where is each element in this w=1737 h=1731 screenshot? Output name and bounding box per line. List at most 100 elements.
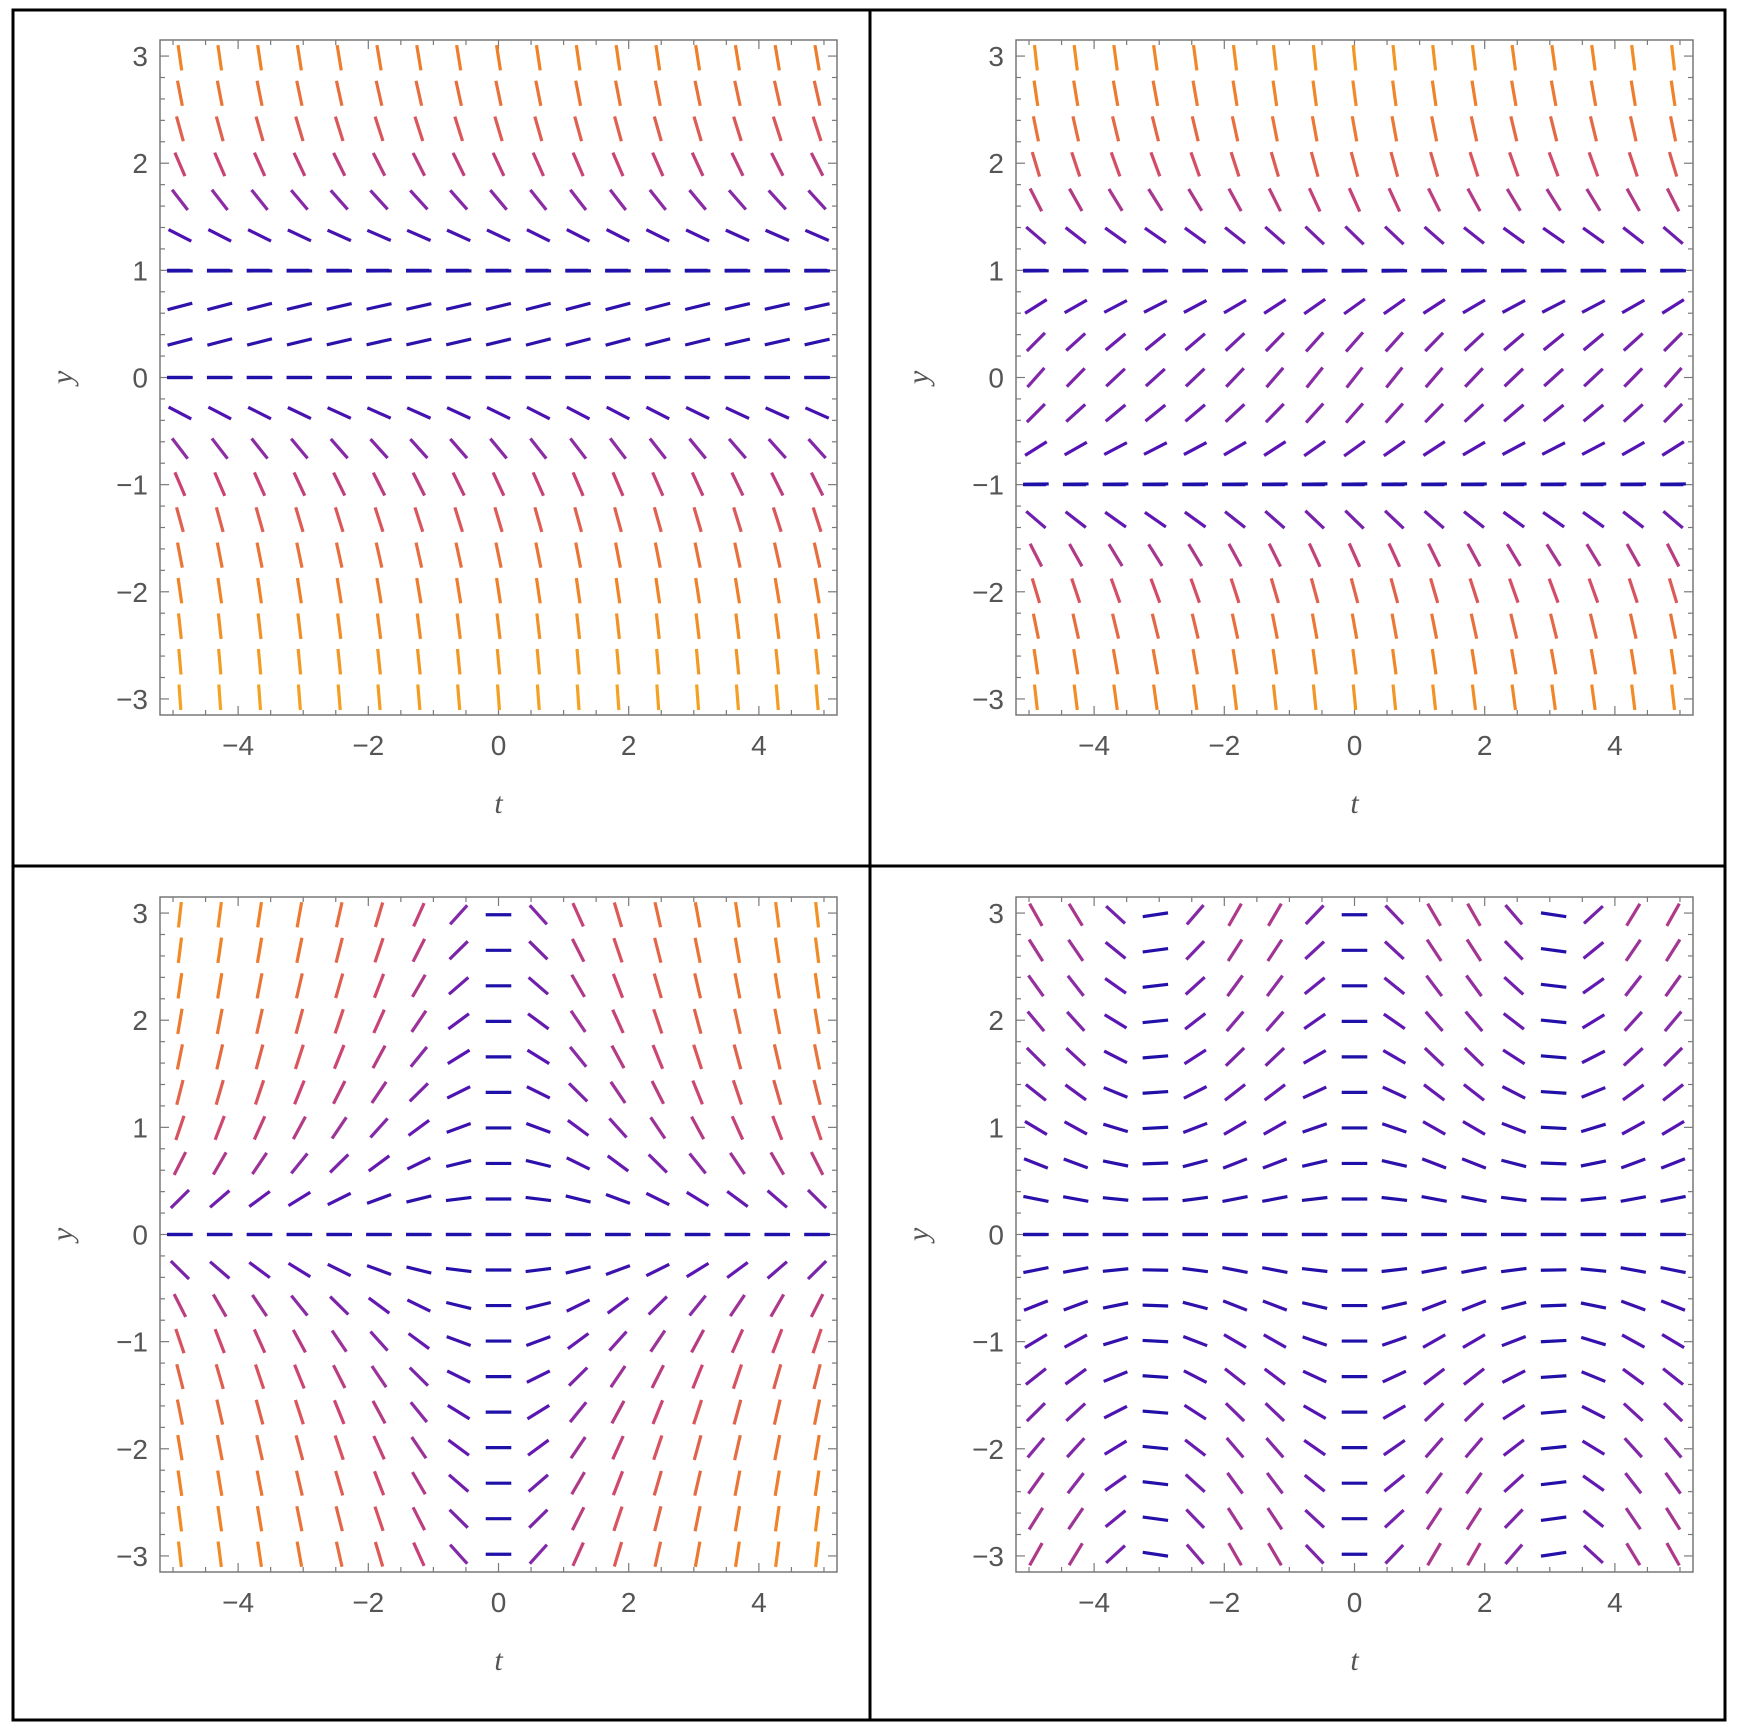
- slope-segment: [254, 116, 265, 142]
- slope-segment: [447, 1012, 470, 1031]
- slope-segment: [1540, 1515, 1567, 1522]
- slope-segment: [731, 1363, 744, 1390]
- slope-segment: [1423, 225, 1445, 246]
- slope-segment: [1383, 976, 1406, 996]
- slope-segment: [247, 405, 272, 421]
- slope-segment: [408, 1082, 430, 1103]
- slope-segment: [1424, 331, 1445, 353]
- slope-segment: [1462, 226, 1485, 245]
- slope-segment: [614, 613, 621, 640]
- slope-segment: [215, 542, 224, 568]
- slope-segment: [456, 684, 462, 711]
- y-tick-label: −1: [116, 1327, 148, 1358]
- slope-segment: [1550, 684, 1557, 711]
- y-tick-label: 2: [988, 148, 1004, 179]
- slope-segment: [690, 1329, 706, 1354]
- slope-segment: [1142, 1409, 1169, 1415]
- x-tick-label: 0: [491, 730, 507, 761]
- slope-segment: [1152, 684, 1159, 711]
- slope-segment: [1028, 187, 1044, 212]
- slope-segment: [1224, 403, 1246, 423]
- slope-segment: [1502, 1048, 1526, 1066]
- slope-segment: [772, 542, 782, 568]
- slope-segment: [1067, 938, 1085, 962]
- slope-segment: [253, 1363, 266, 1390]
- slope-segment: [248, 1261, 271, 1279]
- slope-segment: [733, 577, 742, 604]
- slope-segment: [608, 1117, 628, 1139]
- slope-segment: [446, 228, 471, 243]
- slope-segment: [1183, 1403, 1207, 1421]
- slope-segment: [255, 80, 264, 107]
- slope-segment: [1503, 1473, 1525, 1493]
- slope-segment: [410, 1436, 428, 1460]
- slope-segment: [1461, 1266, 1487, 1275]
- slope-segment: [574, 44, 582, 71]
- slope-segment: [1425, 1507, 1443, 1531]
- slope-segment: [1382, 1439, 1406, 1457]
- slope-segment: [1431, 44, 1438, 71]
- slope-segment: [1026, 366, 1046, 389]
- slope-segment: [814, 648, 820, 675]
- slope-segment: [764, 337, 791, 347]
- slope-segment: [1112, 684, 1119, 711]
- slope-segment: [1231, 80, 1239, 107]
- slope-segment: [1104, 1474, 1127, 1492]
- slope-segment: [375, 577, 383, 604]
- slope-segment: [207, 228, 232, 243]
- slope-segment: [1227, 1542, 1243, 1567]
- slope-segment: [613, 542, 622, 568]
- slope-segment: [1588, 613, 1599, 639]
- slope-segment: [1582, 1544, 1604, 1565]
- slope-segment: [216, 901, 223, 928]
- slope-segment: [1661, 1333, 1685, 1349]
- slope-segment: [1103, 1086, 1129, 1099]
- slope-segment: [296, 648, 303, 675]
- slope-segment: [813, 577, 821, 604]
- slope-segment: [167, 301, 193, 312]
- slope-segment: [446, 1404, 471, 1421]
- slope-segment: [1391, 44, 1398, 71]
- slope-segment: [733, 44, 742, 71]
- slope-segment: [172, 1151, 188, 1176]
- slope-segment: [575, 684, 581, 711]
- slope-segment: [1109, 151, 1122, 177]
- slope-segment: [1265, 366, 1285, 389]
- slope-segment: [1581, 1049, 1606, 1065]
- slope-segment: [494, 577, 503, 604]
- slope-segment: [176, 44, 184, 71]
- y-tick-label: −2: [116, 1434, 148, 1465]
- slope-segment: [1025, 225, 1047, 245]
- slope-segment: [252, 1328, 267, 1354]
- slope-segment: [1026, 1010, 1046, 1033]
- slope-segment: [1184, 1012, 1207, 1031]
- slope-segment: [1501, 1158, 1527, 1169]
- slope-segment: [1183, 1048, 1207, 1066]
- slope-segment: [446, 1335, 472, 1348]
- slope-segment: [1064, 226, 1087, 245]
- slope-segment: [1150, 613, 1161, 639]
- slope-segment: [1540, 1374, 1567, 1380]
- slope-segment: [693, 1541, 702, 1568]
- slope-segment: [1183, 510, 1207, 529]
- slope-segment: [684, 301, 711, 312]
- slope-segment: [1540, 1550, 1567, 1558]
- slope-segment: [495, 648, 502, 675]
- slope-segment: [1501, 299, 1526, 314]
- x-tick-label: −2: [1208, 1587, 1240, 1618]
- slope-segment: [1063, 298, 1088, 315]
- slope-segment: [1231, 684, 1239, 711]
- slope-segment: [571, 471, 585, 497]
- slope-segment: [1590, 44, 1597, 71]
- panel-1: −4 −2 0 2 4 −3 −2 −1 0 1 2 3 t y: [46, 39, 838, 820]
- slope-segment: [772, 1079, 783, 1106]
- slope-segment: [334, 1505, 344, 1532]
- x-tick-label: 4: [751, 1587, 767, 1618]
- slope-segment: [693, 542, 702, 568]
- slope-segment: [1547, 578, 1560, 604]
- slope-segment: [1389, 151, 1400, 178]
- slope-segment: [446, 406, 471, 420]
- y-tick-label: 3: [132, 898, 148, 929]
- slope-segment: [1062, 1195, 1089, 1203]
- slope-segment: [649, 1116, 667, 1140]
